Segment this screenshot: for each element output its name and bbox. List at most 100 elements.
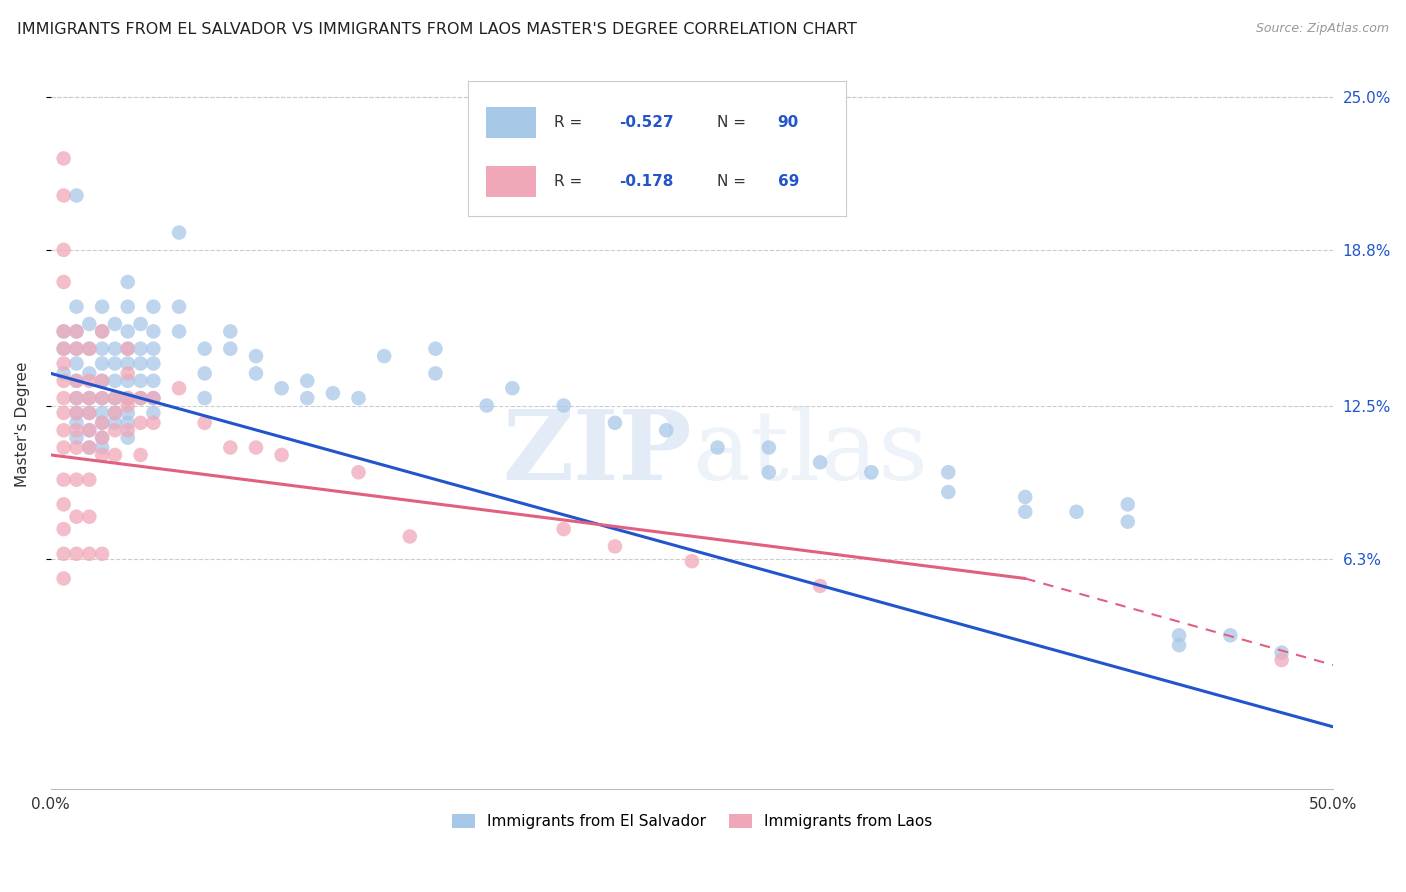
Point xyxy=(1014,490,1036,504)
Point xyxy=(373,349,395,363)
Text: atlas: atlas xyxy=(692,406,928,500)
Point xyxy=(1066,505,1088,519)
Point xyxy=(347,391,370,405)
Point xyxy=(117,342,139,356)
Point xyxy=(501,381,523,395)
Point xyxy=(398,529,420,543)
Text: Source: ZipAtlas.com: Source: ZipAtlas.com xyxy=(1256,22,1389,36)
Point xyxy=(245,367,267,381)
Point xyxy=(79,342,101,356)
Point xyxy=(65,406,87,420)
Point xyxy=(52,497,75,511)
Point xyxy=(52,374,75,388)
Point xyxy=(91,441,114,455)
Point xyxy=(553,522,575,536)
Point xyxy=(91,342,114,356)
Point xyxy=(322,386,344,401)
Point xyxy=(91,374,114,388)
Point xyxy=(79,509,101,524)
Point xyxy=(142,300,165,314)
Point xyxy=(104,406,127,420)
Point xyxy=(706,441,728,455)
Point xyxy=(117,423,139,437)
Point xyxy=(860,465,883,479)
Point xyxy=(52,243,75,257)
Point xyxy=(52,367,75,381)
Point xyxy=(129,391,152,405)
Point xyxy=(117,275,139,289)
Point xyxy=(65,391,87,405)
Point xyxy=(91,391,114,405)
Point xyxy=(52,342,75,356)
Point xyxy=(425,342,447,356)
Point xyxy=(297,391,319,405)
Point xyxy=(79,391,101,405)
Point xyxy=(52,275,75,289)
Y-axis label: Master's Degree: Master's Degree xyxy=(15,361,30,487)
Point xyxy=(219,441,242,455)
Point xyxy=(167,325,190,339)
Point xyxy=(270,381,292,395)
Point xyxy=(117,342,139,356)
Point xyxy=(91,325,114,339)
Point xyxy=(219,325,242,339)
Point xyxy=(194,342,217,356)
Point xyxy=(1014,505,1036,519)
Point xyxy=(65,342,87,356)
Point xyxy=(655,423,678,437)
Point xyxy=(936,465,959,479)
Point xyxy=(79,342,101,356)
Point xyxy=(79,406,101,420)
Point xyxy=(79,441,101,455)
Point xyxy=(117,431,139,445)
Point xyxy=(117,374,139,388)
Point xyxy=(194,391,217,405)
Legend: Immigrants from El Salvador, Immigrants from Laos: Immigrants from El Salvador, Immigrants … xyxy=(446,808,938,836)
Point xyxy=(142,406,165,420)
Point xyxy=(65,374,87,388)
Point xyxy=(117,406,139,420)
Point xyxy=(91,391,114,405)
Point xyxy=(129,357,152,371)
Point xyxy=(79,441,101,455)
Point xyxy=(91,547,114,561)
Point xyxy=(808,579,831,593)
Point xyxy=(167,226,190,240)
Point xyxy=(117,399,139,413)
Point xyxy=(104,317,127,331)
Point xyxy=(1168,628,1191,642)
Point xyxy=(52,357,75,371)
Point xyxy=(270,448,292,462)
Point xyxy=(194,416,217,430)
Point xyxy=(91,406,114,420)
Point xyxy=(681,554,703,568)
Point xyxy=(52,188,75,202)
Point xyxy=(65,342,87,356)
Point xyxy=(52,547,75,561)
Point xyxy=(79,423,101,437)
Point xyxy=(91,416,114,430)
Point xyxy=(758,441,780,455)
Point xyxy=(79,473,101,487)
Point xyxy=(603,540,626,554)
Point xyxy=(475,399,498,413)
Text: ZIP: ZIP xyxy=(502,406,692,500)
Point xyxy=(52,473,75,487)
Point xyxy=(91,357,114,371)
Point xyxy=(65,423,87,437)
Point xyxy=(79,406,101,420)
Point xyxy=(91,431,114,445)
Point xyxy=(1271,646,1294,660)
Point xyxy=(65,416,87,430)
Point xyxy=(65,473,87,487)
Point xyxy=(91,374,114,388)
Point xyxy=(1116,515,1139,529)
Point xyxy=(553,399,575,413)
Point xyxy=(52,441,75,455)
Point xyxy=(79,547,101,561)
Point xyxy=(167,381,190,395)
Point xyxy=(65,391,87,405)
Point xyxy=(104,391,127,405)
Point xyxy=(79,423,101,437)
Point xyxy=(79,391,101,405)
